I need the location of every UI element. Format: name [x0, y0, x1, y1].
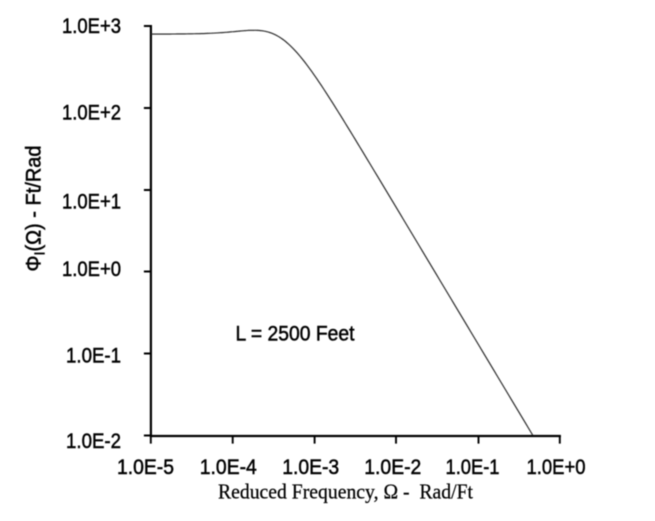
svg-text:1.0E-5: 1.0E-5: [117, 456, 174, 479]
svg-text:1.0E+0: 1.0E+0: [527, 456, 586, 479]
svg-text:1.0E-3: 1.0E-3: [282, 456, 339, 479]
svg-text:ΦI(Ω) - Ft/Rad: ΦI(Ω) - Ft/Rad: [23, 146, 49, 272]
svg-text:1.0E+1: 1.0E+1: [62, 191, 121, 214]
svg-text:1.0E-4: 1.0E-4: [200, 456, 257, 479]
svg-text:Reduced Frequency, Ω - Rad/Ft: Reduced Frequency, Ω - Rad/Ft: [218, 480, 473, 504]
svg-text:1.0E-1: 1.0E-1: [66, 345, 121, 368]
svg-text:1.0E+0: 1.0E+0: [62, 258, 121, 281]
svg-text:1.0E+2: 1.0E+2: [62, 102, 121, 125]
svg-text:1.0E+3: 1.0E+3: [62, 15, 121, 38]
svg-text:1.0E-2: 1.0E-2: [364, 456, 421, 479]
svg-text:1.0E-2: 1.0E-2: [66, 430, 121, 453]
svg-text:1.0E-1: 1.0E-1: [446, 456, 500, 479]
svg-text:L = 2500 Feet: L = 2500 Feet: [236, 323, 355, 346]
